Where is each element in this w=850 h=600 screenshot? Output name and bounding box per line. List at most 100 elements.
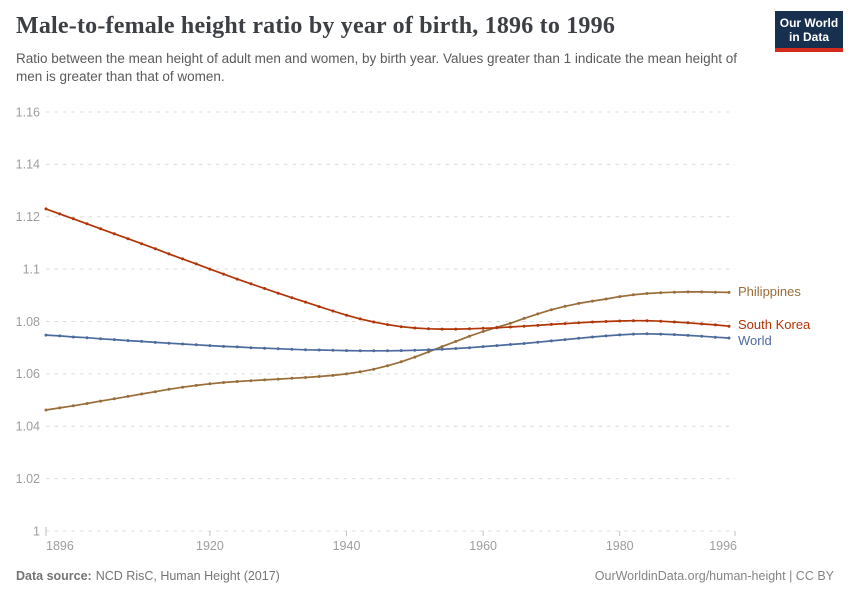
data-point [468, 346, 471, 350]
data-point [290, 296, 294, 300]
data-point [153, 390, 157, 394]
data-source-label: Data source: [16, 569, 92, 583]
data-point [495, 344, 499, 348]
data-point [618, 319, 622, 323]
owid-url-license[interactable]: OurWorldinData.org/human-height | CC BY [594, 569, 834, 583]
data-point [222, 272, 226, 276]
series-label-philippines[interactable]: Philippines [738, 284, 801, 300]
y-tick-label: 1 [33, 524, 40, 538]
data-point [577, 321, 581, 325]
data-point [126, 394, 130, 398]
x-tick-label: 1960 [469, 539, 497, 553]
data-point [222, 344, 226, 348]
data-point [672, 333, 676, 337]
data-point [85, 402, 89, 405]
data-point [686, 290, 690, 294]
data-point [71, 404, 75, 408]
data-point [71, 335, 75, 339]
data-point [659, 291, 663, 295]
y-tick-label: 1.16 [16, 105, 40, 119]
data-point [604, 320, 608, 323]
data-point [331, 348, 335, 352]
series-label-world[interactable]: World [738, 332, 772, 348]
data-point [304, 376, 307, 379]
data-point [386, 349, 389, 353]
data-source-line: Data source: NCD RisC, Human Height (2017… [16, 567, 280, 585]
data-point [727, 324, 731, 328]
y-tick-label: 1.02 [16, 472, 40, 486]
data-point [522, 316, 526, 320]
data-point [276, 377, 280, 381]
data-point [618, 333, 622, 337]
data-point [631, 319, 635, 323]
data-point [413, 326, 417, 330]
data-point [317, 375, 321, 378]
data-point [508, 325, 512, 329]
data-point [167, 341, 171, 345]
data-point [44, 333, 48, 337]
data-point [99, 227, 103, 231]
data-point [181, 385, 185, 389]
data-point [181, 257, 185, 261]
data-point [659, 332, 663, 336]
data-point [427, 327, 430, 331]
data-point [440, 345, 444, 349]
data-point [58, 406, 62, 410]
data-point [71, 217, 75, 221]
data-point [713, 290, 717, 294]
data-point [481, 326, 485, 330]
data-point [345, 372, 348, 376]
data-point [454, 327, 458, 331]
owid-logo: Our World in Data [775, 11, 843, 52]
data-point [386, 364, 389, 368]
data-point [549, 339, 553, 343]
data-point [263, 378, 267, 382]
owid-logo-line1: Our World [779, 16, 839, 30]
data-point [304, 348, 307, 352]
data-source-text: NCD RisC, Human Height (2017) [95, 569, 280, 583]
data-point [290, 347, 294, 351]
data-point [331, 309, 335, 313]
x-tick-label: 1920 [196, 539, 224, 553]
data-point [454, 339, 458, 343]
y-tick-label: 1.1 [23, 262, 40, 276]
data-point [522, 342, 526, 345]
data-point [249, 346, 253, 350]
data-point [604, 297, 608, 301]
data-point [85, 336, 89, 340]
data-point [413, 348, 417, 352]
data-point [727, 290, 731, 294]
data-point [112, 232, 116, 236]
data-point [99, 399, 103, 403]
y-tick-label: 1.04 [16, 420, 40, 434]
data-point [590, 335, 594, 339]
data-point [427, 348, 430, 352]
data-point [713, 323, 717, 327]
data-point [345, 313, 348, 317]
data-point [372, 320, 376, 324]
series-line-world[interactable] [45, 332, 730, 352]
data-point [358, 317, 362, 321]
data-point [304, 300, 307, 304]
chart-subtitle: Ratio between the mean height of adult m… [16, 51, 737, 84]
data-point [263, 287, 267, 290]
data-point [468, 327, 471, 331]
data-point [153, 340, 157, 344]
data-point [126, 237, 130, 241]
data-point [222, 381, 226, 384]
data-point [235, 345, 239, 349]
data-point [645, 319, 649, 323]
data-point [631, 293, 635, 297]
data-point [331, 373, 335, 377]
series-label-south-korea[interactable]: South Korea [738, 317, 811, 333]
data-point [140, 392, 144, 396]
data-point [577, 336, 581, 340]
data-point [44, 207, 48, 211]
data-point [440, 327, 444, 331]
data-point [508, 321, 512, 325]
y-tick-label: 1.14 [16, 158, 40, 172]
data-point [85, 222, 89, 226]
owid-logo-box: Our World in Data [775, 11, 843, 48]
data-point [618, 295, 622, 299]
data-point [672, 320, 676, 324]
